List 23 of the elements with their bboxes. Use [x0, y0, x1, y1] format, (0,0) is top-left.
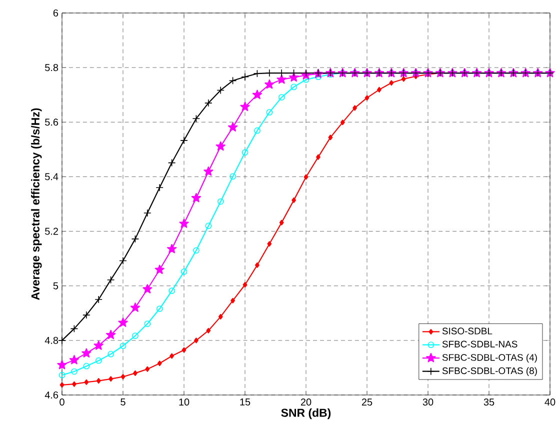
x-axis-title: SNR (dB)	[281, 408, 331, 420]
y-tick-label: 5.2	[45, 228, 58, 235]
legend-label: SFBC-SDBL-OTAS (4)	[442, 354, 537, 363]
x-tick-label: 25	[362, 398, 372, 406]
y-tick-label: 5.6	[45, 118, 58, 126]
y-tick-label: 5	[53, 282, 58, 290]
x-tick-label: 10	[179, 398, 190, 406]
y-tick-label: 5.4	[45, 173, 58, 180]
x-tick-label: 35	[484, 398, 494, 406]
x-tick-label: 5	[120, 398, 126, 406]
y-tick-label: 4.8	[44, 336, 58, 344]
y-tick-label: 4.6	[44, 391, 58, 399]
y-axis-title: Average spectral efficiency (b/s/Hz)	[31, 108, 42, 300]
x-tick-label: 15	[240, 398, 250, 406]
x-tick-label: 20	[300, 398, 312, 406]
x-tick-label: 40	[544, 398, 556, 406]
y-tick-label: 5.8	[45, 64, 58, 72]
legend-label: SISO-SDBL	[442, 328, 492, 334]
y-tick-label: 6	[53, 9, 58, 17]
x-tick-label: 30	[422, 398, 434, 406]
legend-label: SFBC-SDBL-NAS	[442, 340, 518, 348]
legend-label: SFBC-SDBL-OTAS (8)	[442, 367, 537, 376]
x-tick-label: 0	[60, 398, 64, 406]
